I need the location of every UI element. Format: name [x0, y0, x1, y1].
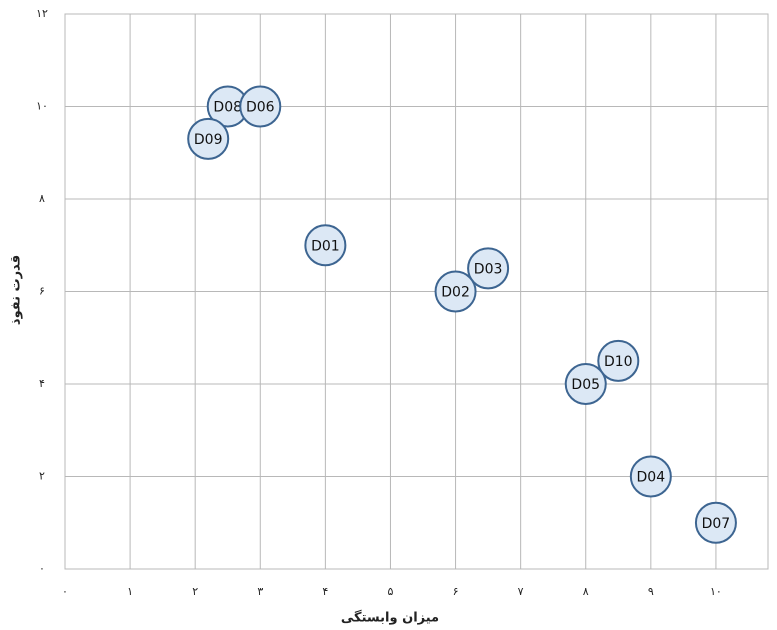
x-axis-label: میزان وابستگی [341, 610, 439, 626]
point-label: D03 [474, 261, 503, 277]
y-tick-label: ۱۲ [36, 7, 48, 20]
x-tick-label: ۰ [62, 585, 68, 598]
point-label: D07 [702, 516, 731, 532]
x-tick-label: ۴ [322, 585, 328, 598]
x-tick-label: ۲ [192, 585, 198, 598]
y-tick-label: ۰ [39, 562, 45, 575]
x-tick-label: ۶ [453, 585, 459, 598]
chart: میزان وابستگی قدرت نفوذ ۰۲۴۶۸۱۰۱۲۰۱۲۳۴۵۶… [0, 0, 777, 630]
x-tick-label: ۹ [648, 585, 654, 598]
point-label: D09 [194, 132, 223, 148]
point-label: D10 [604, 354, 633, 370]
x-tick-label: ۵ [388, 585, 394, 598]
x-tick-label: ۷ [518, 585, 524, 598]
point-label: D04 [637, 470, 666, 486]
point-label: D08 [213, 100, 242, 116]
point-label: D06 [246, 100, 275, 116]
y-tick-label: ۲ [39, 470, 45, 483]
point-label: D02 [441, 285, 470, 301]
y-tick-label: ۶ [39, 285, 45, 298]
y-tick-label: ۱۰ [36, 100, 48, 113]
x-tick-label: ۱ [127, 585, 133, 598]
x-tick-label: ۱۰ [710, 585, 722, 598]
point-label: D01 [311, 238, 340, 254]
y-axis-label: قدرت نفوذ [9, 255, 24, 325]
x-tick-label: ۳ [257, 585, 263, 598]
point-label: D05 [571, 377, 600, 393]
y-tick-label: ۸ [39, 192, 45, 205]
x-tick-label: ۸ [583, 585, 589, 598]
y-tick-label: ۴ [39, 377, 45, 390]
